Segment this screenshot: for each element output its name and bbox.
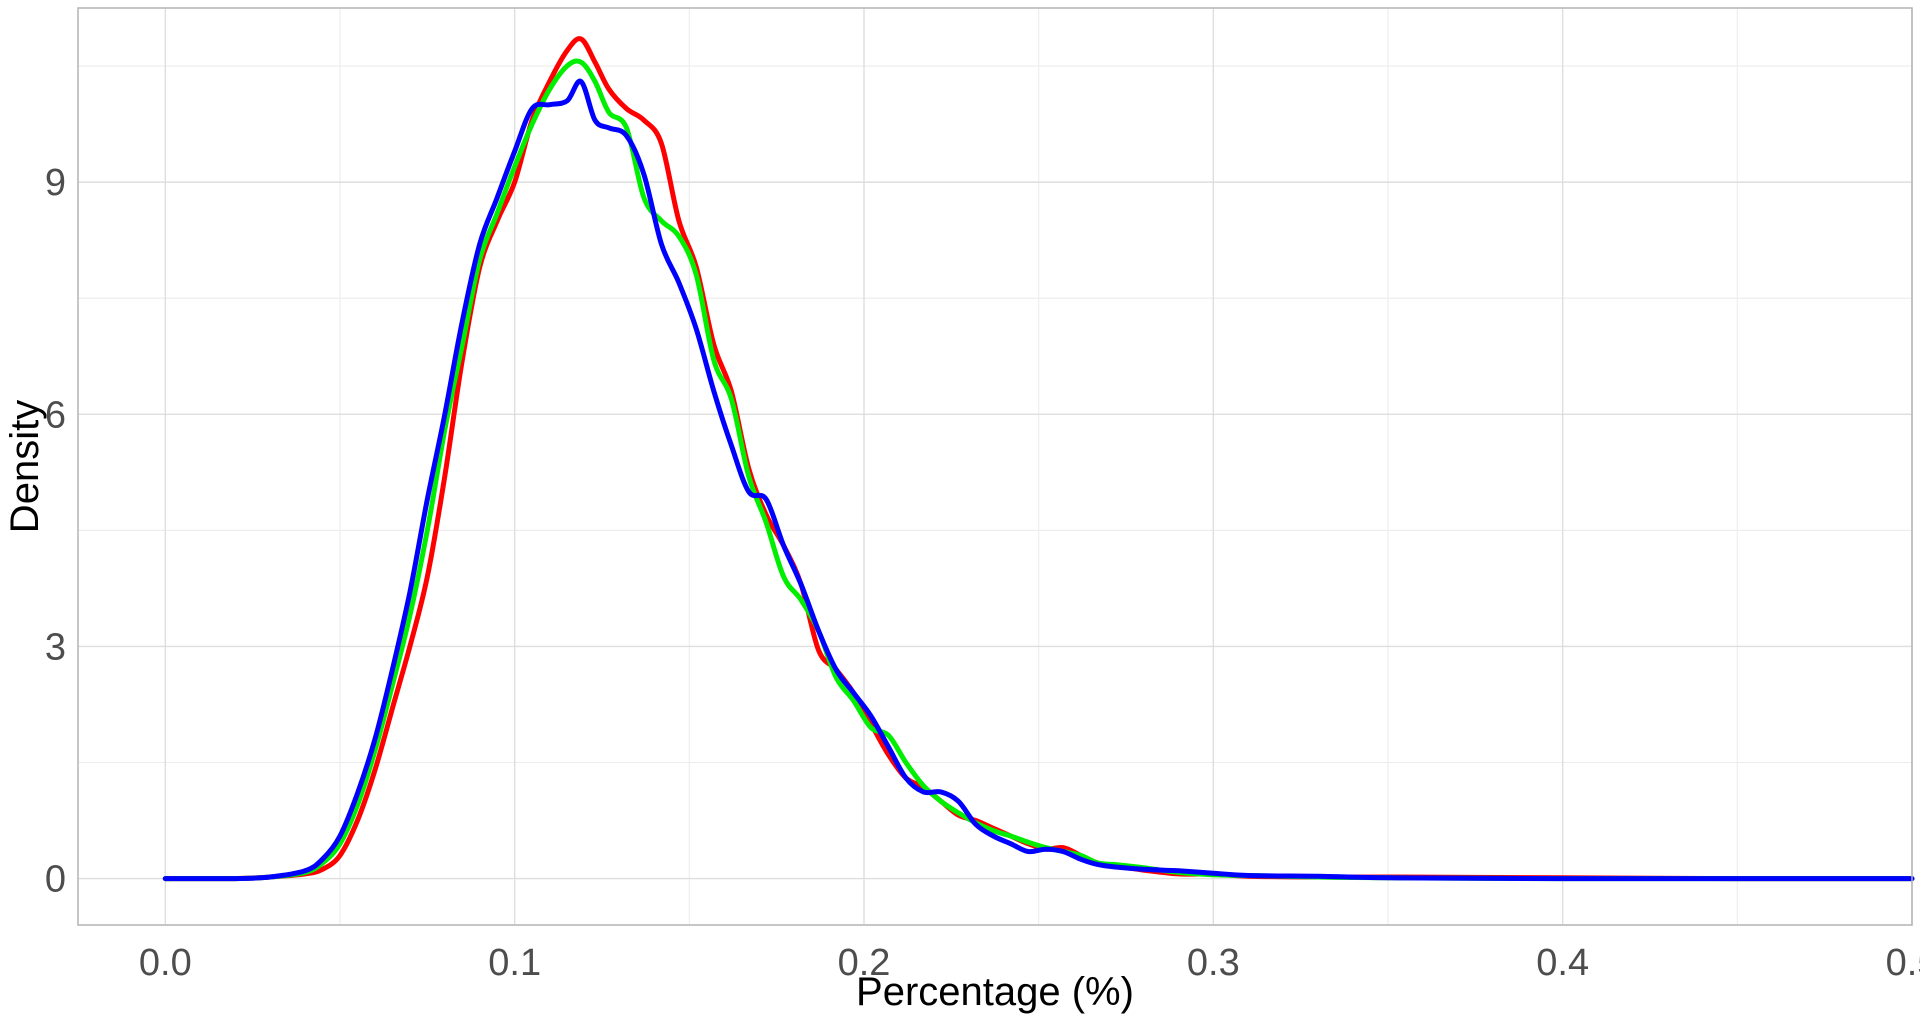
- y-tick-label: 9: [45, 162, 66, 204]
- gridlines: [78, 8, 1913, 925]
- x-tick-label: 0.2: [838, 942, 891, 984]
- x-tick-label: 0.4: [1536, 942, 1589, 984]
- x-tick-label: 0.3: [1187, 942, 1240, 984]
- x-axis-title: Percentage (%): [856, 970, 1134, 1014]
- y-tick-label: 0: [45, 859, 66, 901]
- x-axis-tick-labels: 0.0 0.1 0.2 0.3 0.4 0.5: [139, 942, 1920, 984]
- x-tick-label: 0.5: [1886, 942, 1920, 984]
- series-line-blue: [162, 78, 1915, 882]
- x-tick-label: 0.0: [139, 942, 192, 984]
- panel-border: [77, 7, 1913, 926]
- series-lines: [162, 36, 1915, 882]
- y-axis-title: Density: [3, 400, 47, 533]
- y-tick-label: 3: [45, 626, 66, 668]
- x-tick-label: 0.1: [488, 942, 541, 984]
- y-tick-label: 6: [45, 394, 66, 436]
- y-axis-tick-labels: 0 3 6 9: [45, 162, 66, 900]
